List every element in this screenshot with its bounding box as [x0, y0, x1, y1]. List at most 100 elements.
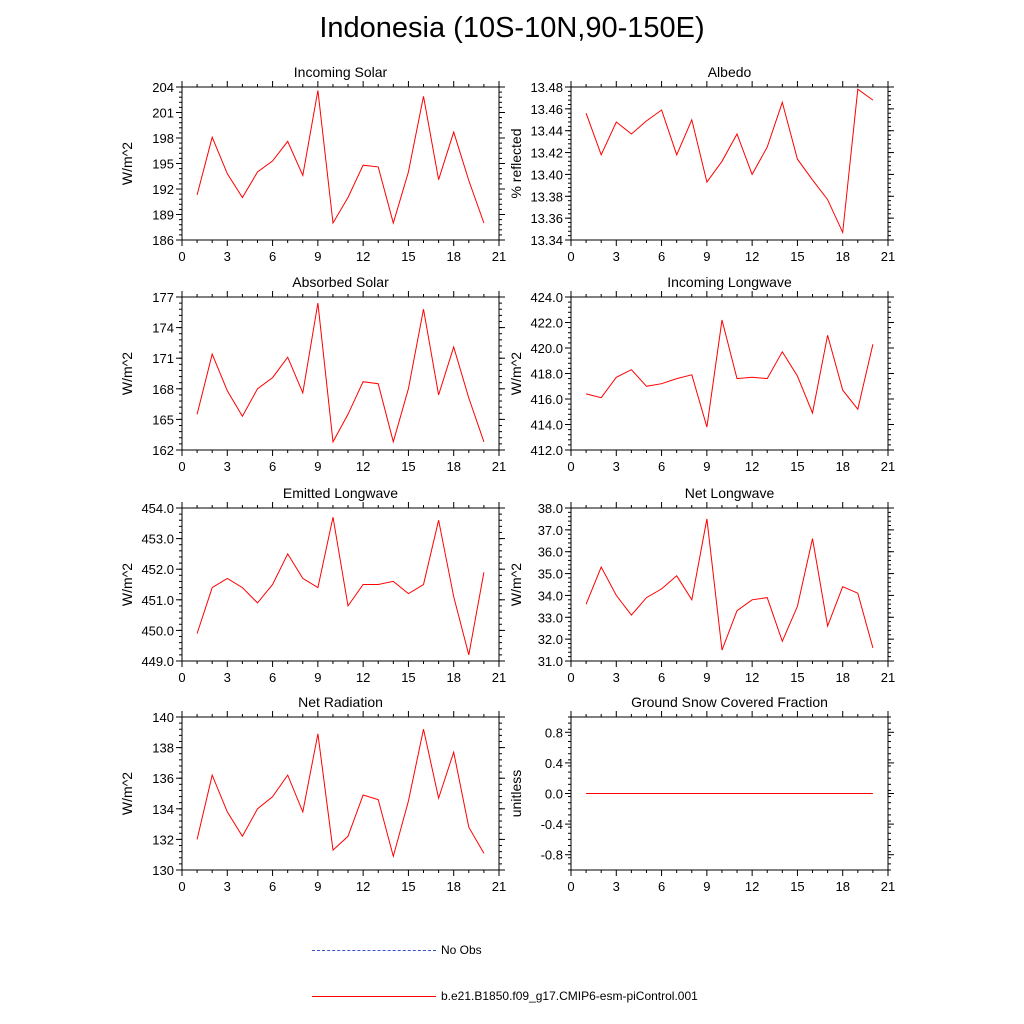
panel-3-y-tick-label: 165 — [152, 412, 174, 427]
panel-7-y-tick-label: 138 — [152, 741, 174, 756]
panel-5-y-tick-label: 451.0 — [141, 593, 174, 608]
panel-6-y-label: W/m^2 — [508, 563, 524, 606]
panel-2-model-series-line — [585, 88, 874, 235]
panel-6-x-tick-label: 9 — [703, 670, 710, 685]
panel-4-x-tick-label: 6 — [658, 459, 665, 474]
panel-3-y-tick-label: 168 — [152, 382, 174, 397]
panel-7-y-tick-label: 132 — [152, 832, 174, 847]
panel-7-y-tick-label: 140 — [152, 710, 174, 725]
panel-1-y-tick-label: 186 — [152, 233, 174, 248]
panel-3-x-tick-label: 12 — [356, 459, 370, 474]
panel-2-y-tick-label: 13.48 — [530, 80, 563, 95]
panel-6-y-tick-label: 33.0 — [538, 610, 563, 625]
panel-4-x-tick-label: 3 — [613, 459, 620, 474]
panel-8-x-tick-label: 15 — [790, 879, 804, 894]
panel-4-y-tick-label: 412.0 — [530, 443, 563, 458]
panel-4-x-tick-label: 18 — [835, 459, 849, 474]
panel-2-frame — [570, 86, 889, 241]
panel-1-y-tick-label: 204 — [152, 80, 174, 95]
panel-5-x-tick-label: 18 — [446, 670, 460, 685]
panel-3-x-tick-label: 3 — [224, 459, 231, 474]
panel-3-x-tick-label: 15 — [401, 459, 415, 474]
panel-2-y-tick-label: 13.44 — [530, 124, 563, 139]
panel-2-x-tick-label: 15 — [790, 249, 804, 264]
panel-5-x-tick-label: 15 — [401, 670, 415, 685]
panel-2-y-tick-label: 13.42 — [530, 146, 563, 161]
panel-4-y-tick-label: 418.0 — [530, 367, 563, 382]
panel-8-x-tick-label: 18 — [835, 879, 849, 894]
panel-5-frame — [181, 507, 500, 662]
panel-2-y-tick-label: 13.46 — [530, 102, 563, 117]
panel-8-x-tick-label: 3 — [613, 879, 620, 894]
panel-1-x-tick-label: 9 — [314, 249, 321, 264]
panel-6-y-tick-label: 34.0 — [538, 588, 563, 603]
panel-3-frame — [181, 296, 500, 451]
panel-8-title: Ground Snow Covered Fraction — [631, 694, 828, 710]
panel-3-y-tick-label: 177 — [152, 290, 174, 305]
panel-6-frame — [570, 507, 889, 662]
panel-4-x-tick-label: 15 — [790, 459, 804, 474]
panel-2-y-tick-label: 13.40 — [530, 167, 563, 182]
panel-1-title: Incoming Solar — [294, 64, 388, 80]
panel-4-y-label: W/m^2 — [508, 352, 524, 395]
panel-1-y-tick-label: 195 — [152, 157, 174, 172]
panel-4-y-tick-label: 416.0 — [530, 392, 563, 407]
legend-model-line — [312, 996, 436, 997]
panel-5-y-tick-label: 449.0 — [141, 654, 174, 669]
panel-6-x-tick-label: 6 — [658, 670, 665, 685]
panel-7-model-series-line — [196, 729, 485, 859]
panel-2-x-tick-label: 3 — [613, 249, 620, 264]
panel-6-x-tick-label: 15 — [790, 670, 804, 685]
panel-7-y-tick-label: 134 — [152, 802, 174, 817]
panel-2-y-tick-label: 13.38 — [530, 189, 563, 204]
panel-6-y-tick-label: 35.0 — [538, 567, 563, 582]
panel-3-x-tick-label: 21 — [492, 459, 506, 474]
panel-5-x-tick-label: 0 — [178, 670, 185, 685]
panel-6-model-series-line — [585, 518, 874, 651]
panel-4-y-tick-label: 424.0 — [530, 290, 563, 305]
panel-6-x-tick-label: 18 — [835, 670, 849, 685]
panel-4-x-tick-label: 12 — [745, 459, 759, 474]
panel-7-x-tick-label: 9 — [314, 879, 321, 894]
panel-8-x-tick-label: 9 — [703, 879, 710, 894]
panel-5-y-tick-label: 454.0 — [141, 501, 174, 516]
panel-5-title: Emitted Longwave — [283, 485, 398, 501]
panel-1-x-tick-label: 3 — [224, 249, 231, 264]
panel-5-x-tick-label: 12 — [356, 670, 370, 685]
panel-1-y-label: W/m^2 — [119, 142, 135, 185]
panel-7-x-tick-label: 15 — [401, 879, 415, 894]
panel-5-x-tick-label: 6 — [269, 670, 276, 685]
panel-1-x-tick-label: 15 — [401, 249, 415, 264]
panel-4-x-tick-label: 0 — [567, 459, 574, 474]
panel-4-frame — [570, 296, 889, 451]
panel-6-x-tick-label: 21 — [881, 670, 895, 685]
panel-4-title: Incoming Longwave — [667, 274, 792, 290]
panel-5-y-tick-label: 453.0 — [141, 532, 174, 547]
panel-5-x-tick-label: 9 — [314, 670, 321, 685]
legend-obs-line — [312, 950, 436, 951]
panel-6-x-tick-label: 12 — [745, 670, 759, 685]
panel-6-x-tick-label: 0 — [567, 670, 574, 685]
panel-2-x-tick-label: 21 — [881, 249, 895, 264]
panel-2-y-tick-label: 13.34 — [530, 233, 563, 248]
panel-7-x-tick-label: 0 — [178, 879, 185, 894]
panel-7-frame — [181, 716, 500, 871]
panel-4-y-tick-label: 414.0 — [530, 418, 563, 433]
panel-8-y-tick-label: 0.8 — [545, 725, 563, 740]
panel-1-x-tick-label: 12 — [356, 249, 370, 264]
panel-2-x-tick-label: 9 — [703, 249, 710, 264]
panel-6-title: Net Longwave — [685, 485, 775, 501]
panel-4-x-tick-label: 9 — [703, 459, 710, 474]
panel-4-y-tick-label: 422.0 — [530, 316, 563, 331]
panel-1-x-tick-label: 6 — [269, 249, 276, 264]
panel-7-x-tick-label: 12 — [356, 879, 370, 894]
panel-6-y-tick-label: 37.0 — [538, 523, 563, 538]
panel-8-x-tick-label: 12 — [745, 879, 759, 894]
panel-3-x-tick-label: 0 — [178, 459, 185, 474]
legend-model-label: b.e21.B1850.f09_g17.CMIP6-esm-piControl.… — [441, 989, 698, 1003]
panel-3-y-tick-label: 171 — [152, 351, 174, 366]
panel-7-y-tick-label: 136 — [152, 771, 174, 786]
panel-6-y-tick-label: 31.0 — [538, 654, 563, 669]
panel-4-x-tick-label: 21 — [881, 459, 895, 474]
